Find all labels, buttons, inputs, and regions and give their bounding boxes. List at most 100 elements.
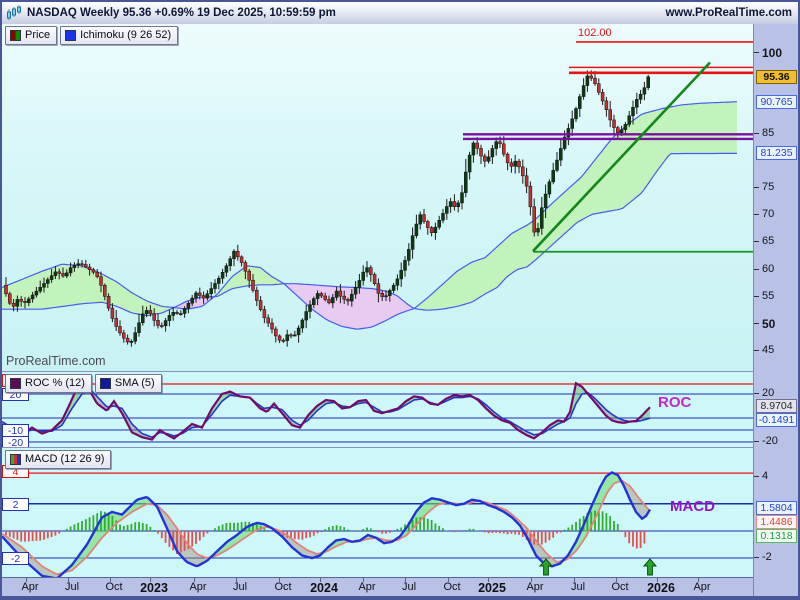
y-axis-tickmark [754, 349, 759, 351]
x-axis-tick-label: Apr [526, 581, 544, 593]
macd-legend-label: MACD (12 26 9) [25, 453, 105, 465]
y-axis-tickmark [754, 241, 759, 243]
x-axis-tickmark [574, 578, 575, 582]
y-axis-tick-label: 70 [762, 208, 775, 221]
x-axis-tick-label: Jul [570, 581, 586, 593]
candlestick-logo-icon [7, 5, 21, 20]
x-axis-tickmark [279, 578, 280, 582]
up-arrow-icon [642, 558, 658, 576]
y-axis-tick-label: 65 [762, 235, 775, 248]
ichimoku-cloud [2, 101, 737, 330]
roc-panel-label: ROC [658, 394, 692, 411]
x-axis-tickmark [657, 578, 658, 582]
macd-hist-value-box: 0.1318 [756, 529, 797, 544]
y-axis-tickmark [754, 440, 759, 442]
x-axis-tick-label: Oct [105, 581, 123, 593]
x-axis-tickmark [616, 578, 617, 582]
green-trendline[interactable] [532, 61, 711, 253]
roc-legend-label: ROC % (12) [25, 377, 85, 389]
x-axis-tickmark [488, 578, 489, 582]
last-price-box: 95.36 [756, 69, 797, 84]
roc-line [2, 381, 651, 441]
candlestick-series [4, 70, 650, 347]
x-axis-tickmark [405, 578, 406, 582]
macd-value-box: 1.5804 [756, 501, 797, 516]
x-axis-tick-label: Jul [401, 581, 417, 593]
price-panel[interactable]: Price Ichimoku (9 26 52) 102.00 ProRealT… [2, 24, 753, 371]
macd-signal-line [2, 479, 651, 576]
macd-legend-chip[interactable]: MACD (12 26 9) [5, 450, 112, 469]
y-axis-tickmark [754, 322, 759, 324]
roc-swatch-icon [10, 377, 21, 389]
x-axis-tickmark [236, 578, 237, 582]
macd-legend: MACD (12 26 9) [5, 450, 112, 469]
x-axis-tick-label: 2026 [647, 581, 675, 595]
y-axis-tick-label: 60 [762, 262, 775, 275]
x-axis-tick-label: 2025 [478, 581, 506, 595]
roc-legend: ROC % (12) SMA (5) [5, 374, 162, 393]
x-axis-tickmark [194, 578, 195, 582]
price-legend-chip[interactable]: Price [5, 26, 58, 45]
roc-axis-left-label: -10 [2, 423, 29, 437]
macd-swatch-icon [10, 453, 21, 465]
roc-legend-chip[interactable]: ROC % (12) [5, 374, 92, 393]
y-axis-tick-label: 45 [762, 343, 775, 356]
resistance-102-label[interactable]: 102.00 [578, 27, 612, 39]
x-axis-tick-label: Oct [274, 581, 292, 593]
y-axis-tickmark [754, 187, 759, 189]
sma-legend-chip[interactable]: SMA (5) [94, 374, 162, 393]
price-legend-label: Price [25, 29, 51, 41]
title-bar: NASDAQ Weekly 95.36 +0.69% 19 Dec 2025, … [2, 2, 798, 25]
price-y-axis[interactable]: 100 85 75 70 65 60 55 50 45 95.36 90.765 81.235 20 -2… [753, 24, 798, 596]
y-axis-tick-label: 85 [762, 126, 775, 139]
ichimoku-legend-label: Ichimoku (9 26 52) [80, 29, 172, 41]
roc-sma-value-box: -0.1491 [756, 412, 797, 427]
macd-signal-value-box: 1.4486 [756, 515, 797, 530]
ichimoku-legend-chip[interactable]: Ichimoku (9 26 52) [60, 26, 179, 45]
y-axis-tick-label: 50 [762, 316, 776, 331]
roc-gridlines [2, 393, 753, 443]
price-swatch-icon [10, 29, 21, 41]
x-axis-tick-label: Jul [64, 581, 80, 593]
time-x-axis[interactable]: Apr Jul Oct 2023 Apr Jul Oct 2024 Apr Jul Oct 2025 A… [2, 577, 753, 596]
up-arrow-icon [538, 558, 554, 576]
y-axis-tickmark [754, 392, 759, 394]
y-axis-tickmark [754, 132, 759, 134]
macd-panel-label: MACD [670, 498, 715, 515]
x-axis-tick-label: Apr [358, 581, 376, 593]
roc-panel[interactable]: ROC % (12) SMA (5) ROC 2820-10-20 [2, 371, 753, 447]
price-legend: Price Ichimoku (9 26 52) [5, 26, 179, 45]
ichimoku-swatch-icon [65, 29, 77, 41]
price-chart-canvas [2, 41, 753, 347]
x-axis-tick-label: Jul [232, 581, 248, 593]
site-link[interactable]: www.ProRealTime.com [665, 7, 792, 19]
x-axis-tickmark [150, 578, 151, 582]
y-axis-tick-label: -20 [762, 434, 778, 447]
sma-legend-label: SMA (5) [114, 377, 155, 389]
roc-value-box: 8.9704 [756, 398, 797, 413]
y-axis-tickmark [754, 51, 759, 53]
y-axis-tick-label: -2 [762, 551, 772, 564]
macd-axis-left-label: 2 [2, 497, 29, 511]
y-axis-tickmark [754, 557, 759, 559]
y-axis-tick-label: 55 [762, 289, 775, 302]
ichimoku-cloud-edges [2, 101, 738, 330]
y-axis-tickmark [754, 268, 759, 270]
x-axis-tickmark [320, 578, 321, 582]
x-axis-tickmark [26, 578, 27, 582]
macd-panel[interactable]: MACD (12 26 9) MACD 4 2 -2 [2, 447, 753, 577]
y-axis-tick-label: 100 [762, 45, 783, 60]
macd-chart-canvas [2, 471, 753, 577]
ichimoku-span-b-box: 81.235 [756, 146, 797, 161]
buy-signal-arrows [538, 558, 658, 576]
roc-axis-left-label: -20 [2, 435, 29, 447]
macd-axis-left-label: -2 [2, 552, 29, 566]
macd-line [2, 471, 652, 577]
x-axis-tickmark [68, 578, 69, 582]
y-axis-tickmark [754, 475, 759, 477]
watermark: ProRealTime.com [6, 354, 106, 368]
x-axis-tickmark [363, 578, 364, 582]
y-axis-tickmark [754, 295, 759, 297]
x-axis-tickmark [698, 578, 699, 582]
